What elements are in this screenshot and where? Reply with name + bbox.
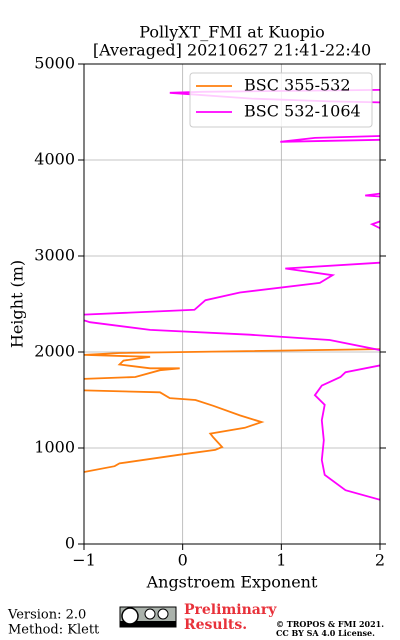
- x-axis-label: Angstroem Exponent: [146, 573, 318, 592]
- y-tick-label: 0: [65, 534, 75, 553]
- series-line: [84, 89, 380, 501]
- cc-logo: [119, 606, 177, 628]
- y-tick-label: 2000: [34, 342, 75, 361]
- x-tick-label: −1: [72, 551, 96, 570]
- legend-label: BSC 355-532: [244, 76, 351, 95]
- x-tick-label: 0: [178, 551, 188, 570]
- y-axis-label: Height (m): [8, 260, 27, 348]
- preliminary: Results.: [184, 617, 247, 633]
- method: Method: Klett: [8, 623, 100, 638]
- y-tick-label: 1000: [34, 438, 75, 457]
- legend-box: [189, 72, 373, 128]
- y-tick-label: 5000: [34, 54, 75, 73]
- preliminary: Preliminary: [184, 602, 277, 618]
- version: Version: 2.0: [7, 608, 86, 623]
- x-tick-label: 2: [375, 551, 385, 570]
- y-tick-label: 4000: [34, 150, 75, 169]
- x-tick-label: 1: [276, 551, 286, 570]
- series-line: [84, 348, 380, 473]
- legend-label: BSC 532-1064: [244, 102, 361, 121]
- chart-subtitle: [Averaged] 20210627 21:41-22:40: [93, 41, 371, 60]
- plot-frame: [83, 63, 381, 545]
- copyright: CC BY SA 4.0 License.: [276, 628, 375, 638]
- chart-title: PollyXT_FMI at Kuopio: [139, 23, 325, 42]
- copyright: © TROPOS & FMI 2021.: [276, 619, 384, 629]
- y-tick-label: 3000: [34, 246, 75, 265]
